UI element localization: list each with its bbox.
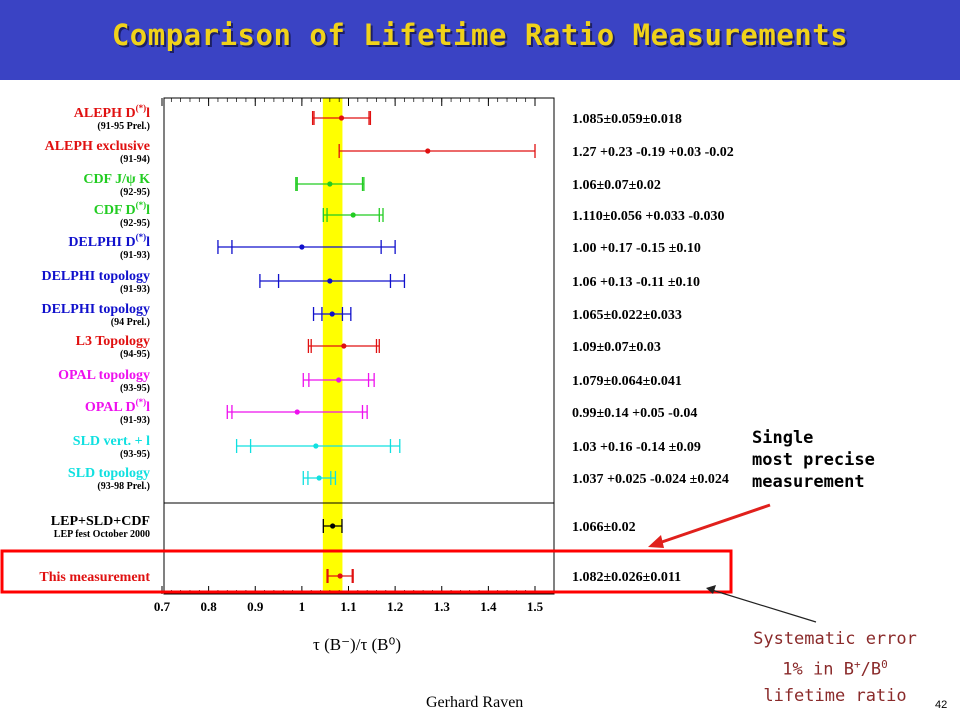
data-point [299, 244, 305, 250]
result-value: 1.066±0.02 [572, 520, 636, 535]
x-tick-label: 0.7 [154, 599, 171, 614]
experiment-label: SLD topology [68, 466, 150, 481]
result-value: 1.03 +0.16 -0.14 ±0.09 [572, 440, 701, 455]
data-point [316, 475, 322, 481]
title-bar [0, 0, 960, 80]
annotation-line: most precise [752, 450, 875, 470]
x-tick-label: 1.3 [434, 599, 451, 614]
systematic-arrowhead [706, 585, 716, 594]
systematic-note-line1: Systematic error [753, 629, 917, 649]
data-point [294, 409, 300, 415]
systematic-note: Systematic error 1% in B+/B0 lifetime ra… [715, 626, 955, 709]
annotation-arrow [655, 503, 771, 546]
result-value: 0.99±0.14 +0.05 -0.04 [572, 406, 697, 421]
result-value: 1.065±0.022±0.033 [572, 308, 682, 323]
experiment-label: CDF D(*)l [94, 200, 150, 218]
data-point [425, 148, 431, 154]
x-tick-label: 1.1 [340, 599, 356, 614]
experiment-period: (93-95) [120, 449, 150, 460]
annotation-line: measurement [752, 472, 865, 492]
data-point [337, 573, 343, 579]
result-value: 1.110±0.056 +0.033 -0.030 [572, 209, 725, 224]
data-point [341, 343, 347, 349]
result-value: 1.27 +0.23 -0.19 +0.03 -0.02 [572, 145, 734, 160]
data-point [338, 115, 345, 121]
x-axis-label: τ (B⁻)/τ (B⁰) [313, 635, 401, 654]
experiment-period: (92-95) [120, 218, 150, 229]
experiment-label: DELPHI topology [41, 269, 150, 284]
lifetime-ratio-chart: 0.7 0.8 0.9 1 1.1 1.2 1.3 1.4 1.5 τ (B⁻)/τ (B⁰) AL… [0, 97, 817, 654]
data-point [329, 311, 335, 317]
result-value: 1.085±0.059±0.018 [572, 112, 682, 127]
experiment-period: (91-93) [120, 284, 150, 295]
experiment-period: (91-94) [120, 154, 150, 165]
experiment-label: SLD vert. + l [73, 434, 150, 449]
experiment-label: L3 Topology [76, 334, 150, 349]
experiment-period: (93-98 Prel.) [97, 481, 150, 492]
experiment-label: ALEPH D(*)l [74, 103, 150, 121]
experiment-period: (91-93) [120, 415, 150, 426]
data-point [327, 278, 333, 284]
experiment-period: (94-95) [120, 349, 150, 360]
experiment-period: (92-95) [120, 187, 150, 198]
annotation-line: Single [752, 428, 814, 448]
result-value: 1.037 +0.025 -0.024 ±0.024 [572, 472, 729, 487]
experiment-period: (94 Prel.) [111, 317, 150, 328]
x-tick-label: 0.9 [247, 599, 264, 614]
precision-annotation: Single most precise measurement [752, 427, 875, 493]
experiment-period: LEP fest October 2000 [54, 529, 150, 540]
result-value: 1.06 +0.13 -0.11 ±0.10 [572, 275, 700, 290]
data-point [336, 377, 342, 383]
data-point [350, 212, 356, 218]
result-value: 1.00 +0.17 -0.15 ±0.10 [572, 241, 701, 256]
experiment-label: ALEPH exclusive [45, 139, 150, 154]
experiment-period: (91-95 Prel.) [97, 121, 150, 132]
x-tick-label: 1 [299, 599, 306, 614]
experiment-label: LEP+SLD+CDF [51, 514, 150, 529]
result-value: 1.079±0.064±0.041 [572, 374, 682, 389]
x-tick-label: 1.2 [387, 599, 403, 614]
x-tick-label: 1.5 [527, 599, 544, 614]
x-tick-label: 1.4 [480, 599, 497, 614]
experiment-label: This measurement [39, 570, 150, 585]
annotation-arrowhead [648, 535, 664, 548]
result-value: 1.09±0.07±0.03 [572, 340, 661, 355]
experiment-label: CDF J/ψ K [83, 172, 150, 187]
experiment-period: (91-93) [120, 250, 150, 261]
data-point [313, 443, 319, 449]
data-point [330, 523, 336, 529]
page-number: 42 [935, 699, 948, 711]
experiment-period: (93-95) [120, 383, 150, 394]
experiment-label: DELPHI topology [41, 302, 150, 317]
experiment-label: OPAL topology [58, 368, 150, 383]
experiment-label: OPAL D(*)l [85, 397, 150, 415]
x-tick-label: 0.8 [201, 599, 218, 614]
author-footer: Gerhard Raven [426, 694, 524, 711]
systematic-note-line3: lifetime ratio [763, 685, 907, 706]
systematic-note-line2: 1% in B+/B0 [782, 658, 888, 680]
highlight-box [0, 549, 733, 594]
systematic-arrow [711, 589, 817, 623]
data-point [327, 181, 333, 187]
page-title: Comparison of Lifetime Ratio Measurement… [111, 18, 849, 52]
result-value: 1.082±0.026±0.011 [572, 570, 681, 585]
experiment-label: DELPHI D(*)l [68, 232, 150, 250]
result-value: 1.06±0.07±0.02 [572, 178, 661, 193]
plot-frame [163, 97, 555, 595]
